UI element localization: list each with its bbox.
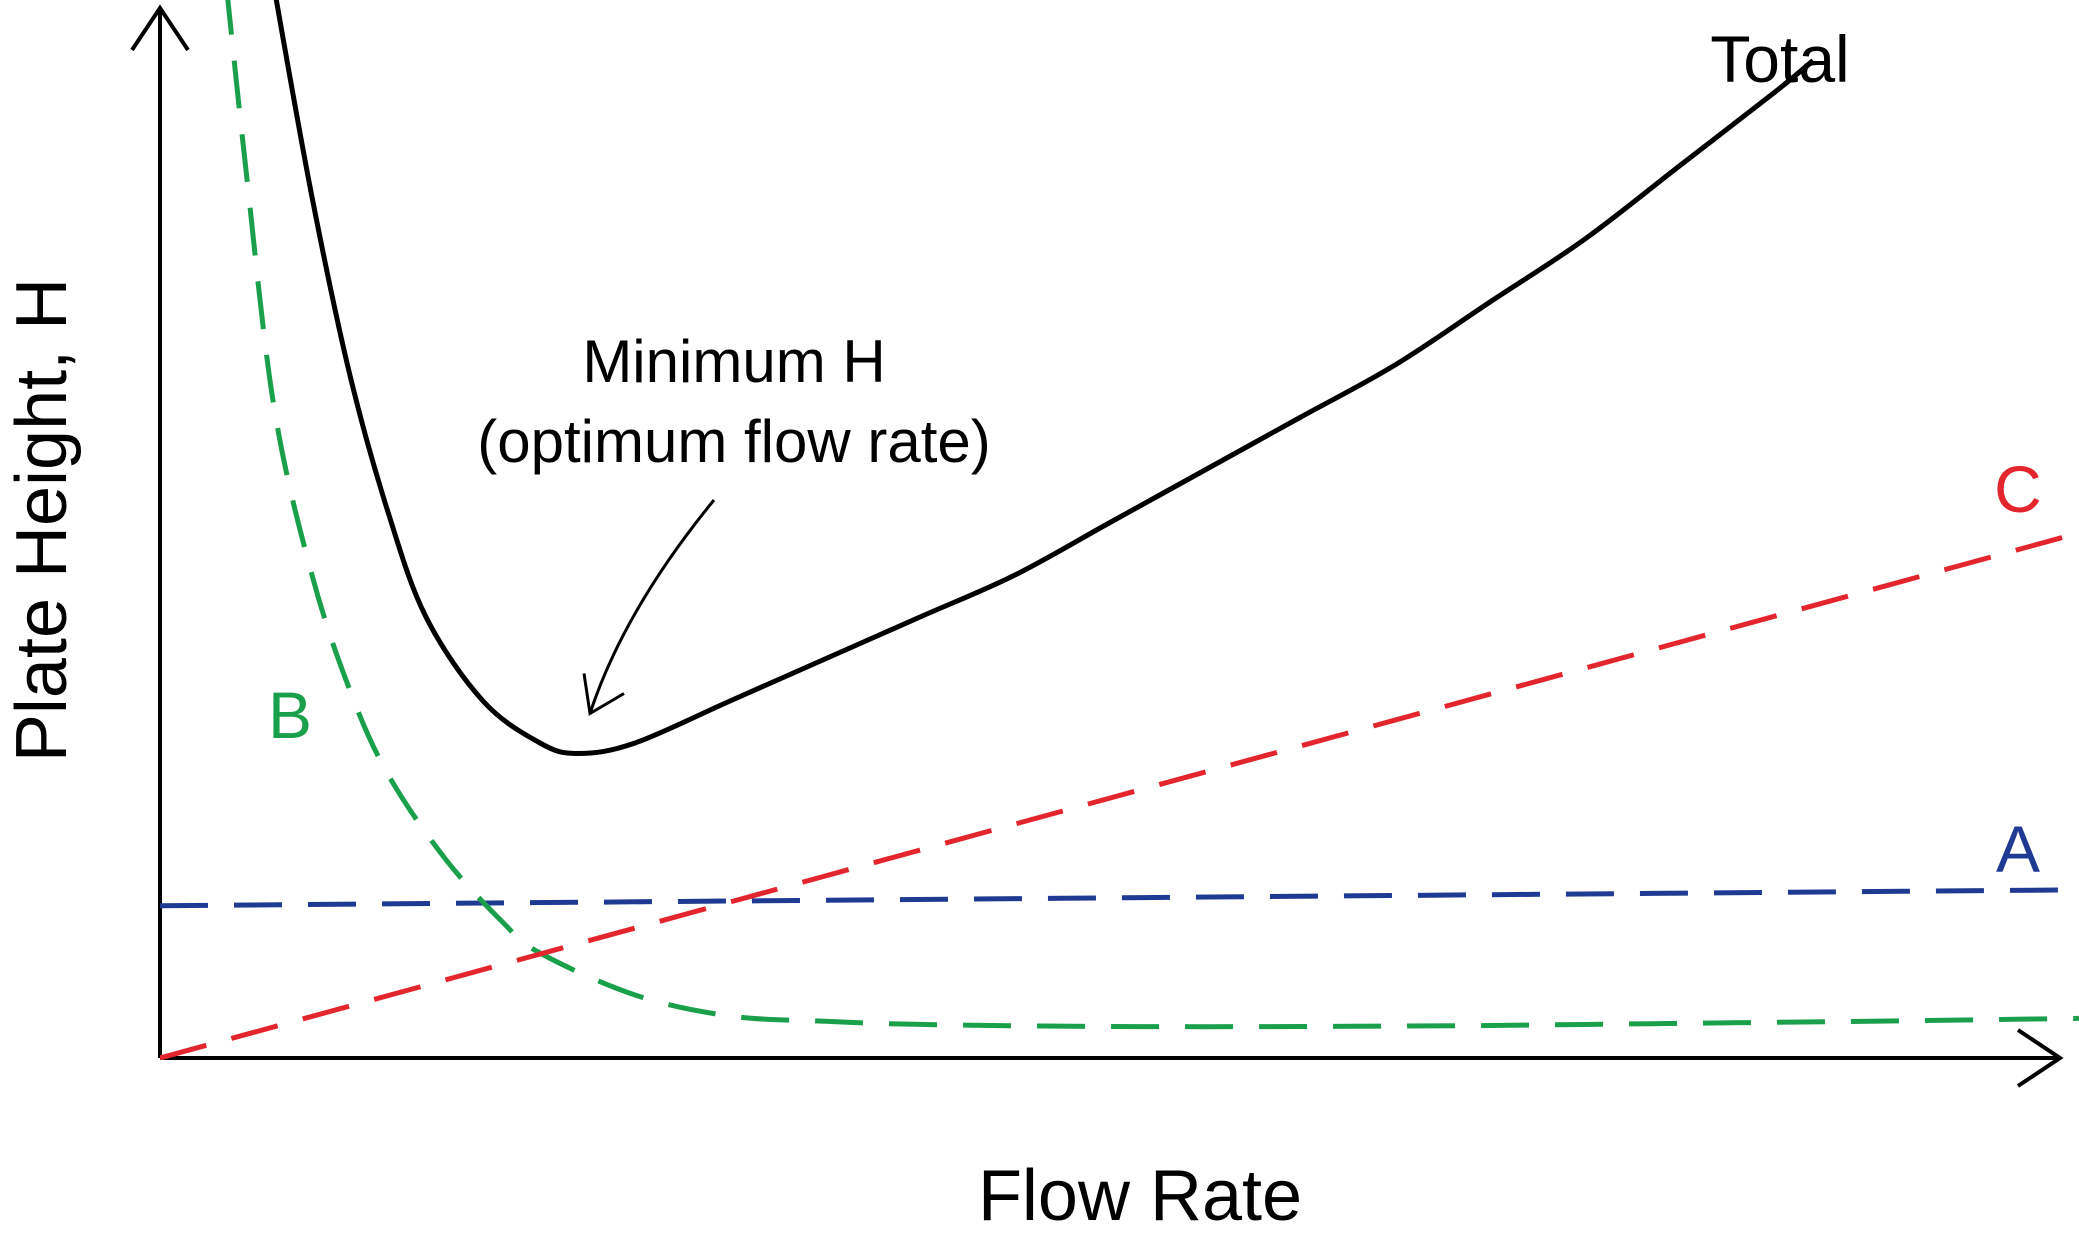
x-axis-arrowhead: [2016, 1028, 2064, 1088]
series-line-b: [225, 0, 2079, 1030]
chart-axes: [130, 4, 2064, 1088]
series-label-b: B: [268, 678, 312, 752]
annotation-layer: Minimum H (optimum flow rate): [477, 328, 991, 716]
series-label-total: Total: [1710, 22, 1849, 96]
y-axis-title: Plate Height, H: [2, 278, 82, 762]
series-line-c: [160, 530, 2079, 1060]
y-axis-arrowhead: [130, 4, 190, 52]
series-label-a: A: [1996, 812, 2040, 886]
annotation-arrow: [588, 499, 716, 714]
series-line-a: [160, 887, 2061, 909]
series-labels: Total C A B: [268, 22, 2042, 886]
series-line-total: [273, 0, 1815, 756]
annotation-line1: Minimum H: [582, 328, 885, 395]
x-axis-title: Flow Rate: [978, 1156, 1302, 1236]
series-layer: [160, 0, 2079, 1060]
series-label-c: C: [1994, 452, 2042, 526]
annotation-arrowhead: [582, 673, 625, 716]
annotation-line2: (optimum flow rate): [477, 408, 990, 475]
